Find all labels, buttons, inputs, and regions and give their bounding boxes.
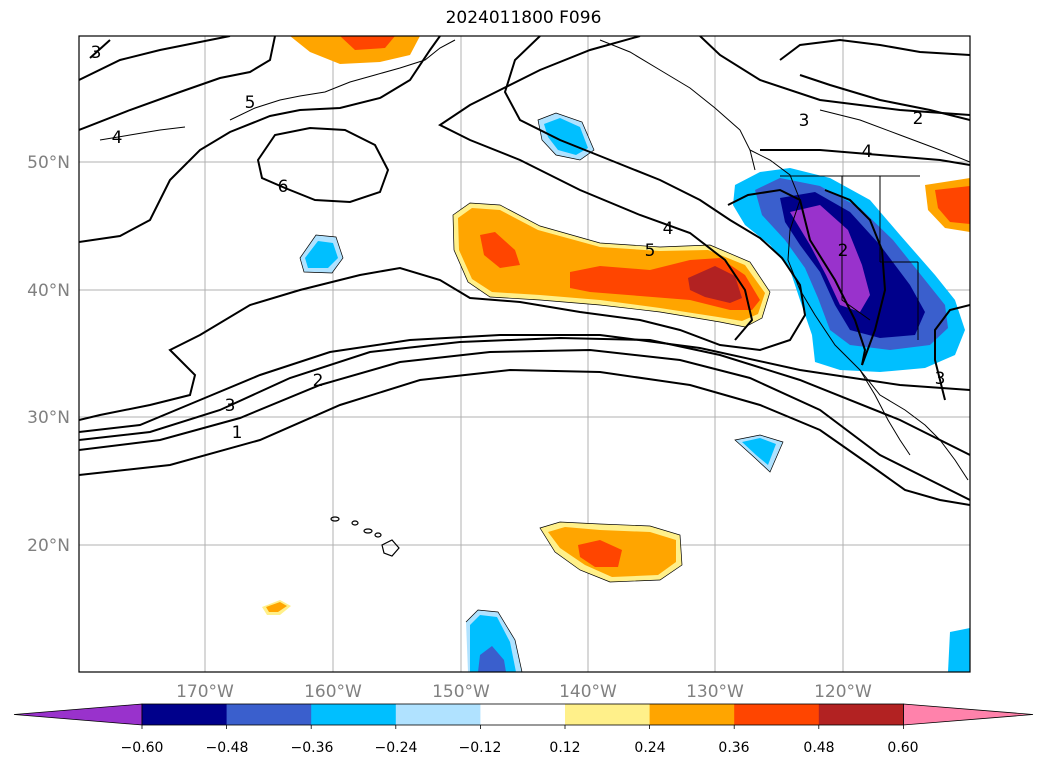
lon-label-150w: 150°W xyxy=(432,682,490,702)
colorbar-tick-label: 0.36 xyxy=(718,740,749,756)
colorbar-tick-label: −0.24 xyxy=(375,740,418,756)
shade-se-corner xyxy=(948,628,970,672)
contour-label: 4 xyxy=(862,142,873,162)
contour-label: 3 xyxy=(935,369,946,389)
shade-hawaii-plume-core xyxy=(578,540,622,567)
hawaii-islands xyxy=(330,516,400,557)
shade-small-orange xyxy=(266,602,287,612)
lon-label-120w: 120°W xyxy=(814,682,872,702)
shaded-anomalies xyxy=(262,36,970,672)
colorbar-frame xyxy=(141,703,904,726)
contour-label: 4 xyxy=(663,219,674,239)
colorbar-extend-high xyxy=(903,703,1034,726)
lat-labels: 50°N 40°N 30°N 20°N xyxy=(27,153,70,556)
contour-label: 3 xyxy=(799,111,810,131)
contour-label: 2 xyxy=(913,109,924,129)
map-frame xyxy=(78,35,971,673)
contour-label: 2 xyxy=(838,241,849,261)
colorbar-segment xyxy=(818,704,904,725)
lat-label-20n: 20°N xyxy=(27,536,70,556)
lon-labels: 170°W 160°W 150°W 140°W 130°W 120°W xyxy=(176,682,872,702)
colorbar-tick-label: −0.60 xyxy=(121,740,164,756)
shade-ne-corner-core xyxy=(935,186,970,224)
shade-top-alaska-core xyxy=(340,36,395,50)
contour-lines xyxy=(79,36,970,506)
coastlines xyxy=(99,39,970,481)
colorbar-tick-label: −0.48 xyxy=(206,740,249,756)
colorbar-segment xyxy=(649,704,735,725)
shade-coast-max xyxy=(790,205,870,312)
contour-label: 3 xyxy=(225,396,236,416)
colorbar-tick-label: −0.36 xyxy=(291,740,334,756)
colorbar-segment xyxy=(142,704,228,725)
colorbar-tick-label: 0.12 xyxy=(549,740,580,756)
contour-label: 3 xyxy=(91,43,102,63)
contour-label: 5 xyxy=(645,241,656,261)
colorbar-tick-labels: −0.60 −0.48 −0.36 −0.24 −0.12 0.12 0.24 … xyxy=(121,740,919,756)
contour-label: 5 xyxy=(245,93,256,113)
lat-label-50n: 50°N xyxy=(27,153,70,173)
shade-plume-core-west xyxy=(480,232,520,268)
contour-label: 1 xyxy=(232,423,243,443)
lat-label-30n: 30°N xyxy=(27,408,70,428)
lon-label-170w: 170°W xyxy=(176,682,234,702)
lon-label-130w: 130°W xyxy=(686,682,744,702)
contour-label: 6 xyxy=(278,177,289,197)
colorbar-segment xyxy=(311,704,397,725)
shade-plume-max xyxy=(688,266,742,303)
shade-blob-west-core xyxy=(305,241,338,268)
map-title: 2024011800 F096 xyxy=(445,8,602,28)
colorbar-segment xyxy=(565,704,651,725)
contour-label: 4 xyxy=(112,128,123,148)
lat-label-40n: 40°N xyxy=(27,281,70,301)
lon-label-140w: 140°W xyxy=(559,682,617,702)
contour-labels: 3 5 4 6 4 5 3 2 4 2 3 2 1 3 xyxy=(91,43,946,443)
colorbar-segment xyxy=(226,704,312,725)
colorbar-segment xyxy=(395,704,481,725)
contour-label: 2 xyxy=(313,371,324,391)
shade-blob-bottom-strong xyxy=(478,646,506,672)
colorbar-tick-label: −0.12 xyxy=(459,740,502,756)
shade-outlines xyxy=(299,112,784,672)
lon-label-160w: 160°W xyxy=(304,682,362,702)
colorbar-segment xyxy=(480,704,566,725)
colorbar-tick-label: 0.60 xyxy=(887,740,918,756)
colorbar-segment xyxy=(734,704,820,725)
shade-blob-south-core xyxy=(742,438,776,465)
colorbar-tick-label: 0.24 xyxy=(634,740,665,756)
colorbar-extend-low xyxy=(13,703,143,726)
colorbar-tick-label: 0.48 xyxy=(803,740,834,756)
colorbar xyxy=(13,703,1034,729)
